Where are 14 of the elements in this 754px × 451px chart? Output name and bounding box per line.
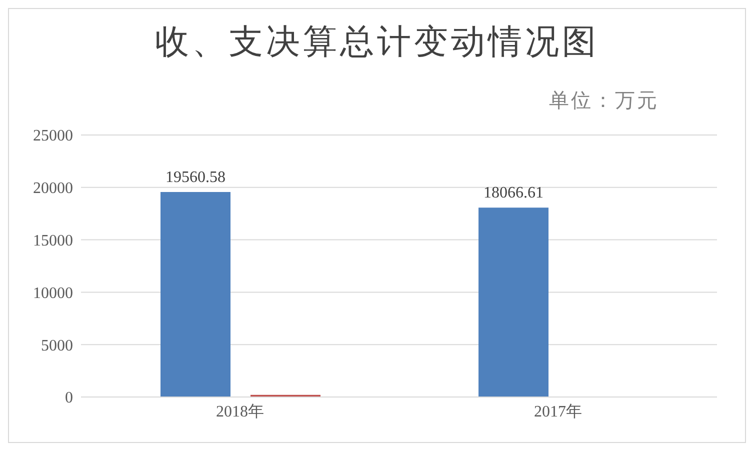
y-tick-label: 15000 bbox=[33, 232, 73, 250]
y-tick-label: 10000 bbox=[33, 284, 73, 302]
y-tick-label: 0 bbox=[65, 390, 73, 407]
y-tick-label: 5000 bbox=[41, 337, 73, 354]
chart-title: 收、支决算总计变动情况图 bbox=[154, 23, 600, 63]
data-label: 19560.58 bbox=[166, 169, 226, 186]
x-tick-label: 2017年 bbox=[534, 403, 582, 420]
data-label: 18066.61 bbox=[484, 184, 544, 202]
y-tick-label: 20000 bbox=[33, 180, 73, 198]
x-tick-label: 2018年 bbox=[216, 403, 264, 420]
bar bbox=[160, 192, 230, 397]
bar bbox=[478, 208, 548, 397]
y-tick-label: 25000 bbox=[33, 128, 73, 145]
chart-subtitle: 单位：万元 bbox=[549, 89, 659, 114]
